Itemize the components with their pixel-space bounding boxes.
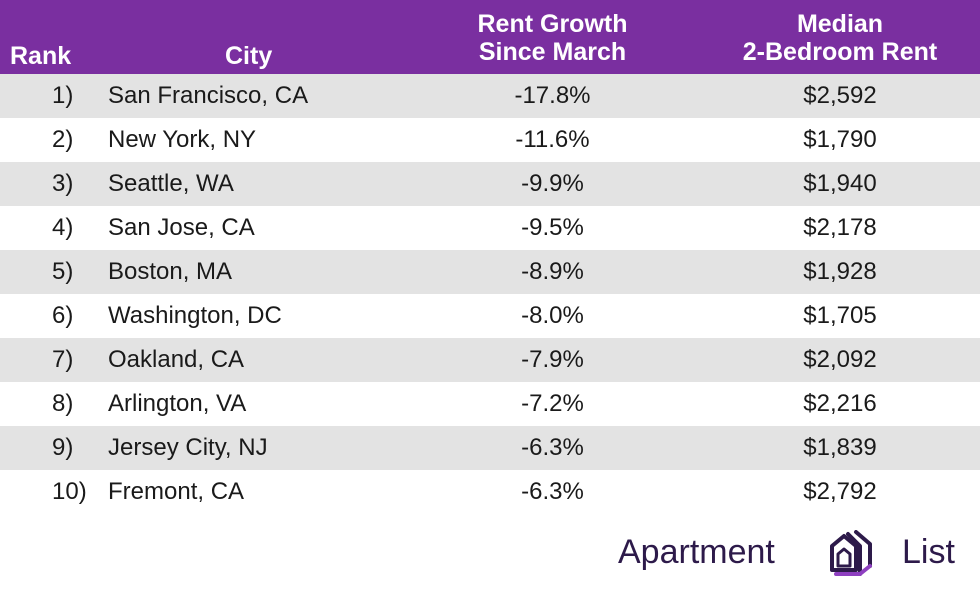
rank-cell: 1) (52, 82, 74, 109)
city-cell: San Jose, CA (108, 214, 255, 241)
table-row: 9) Jersey City, NJ -6.3% $1,839 (0, 426, 980, 470)
median-rent-cell: $2,792 (803, 478, 877, 505)
city-cell: Boston, MA (108, 258, 233, 285)
median-rent-cell: $2,216 (803, 390, 877, 417)
header-rent-growth-line2: Since March (478, 38, 627, 66)
rent-growth-cell: -17.8% (514, 82, 591, 109)
header-median-rent-line2: 2-Bedroom Rent (742, 38, 938, 66)
table-row: 10) Fremont, CA -6.3% $2,792 (0, 470, 980, 514)
median-rent-cell: $1,940 (803, 170, 877, 197)
rent-growth-cell: -9.9% (521, 170, 584, 197)
rank-cell: 7) (52, 346, 74, 373)
apartment-list-logo: Apartment List (618, 528, 968, 578)
median-rent-cell: $1,928 (803, 258, 877, 285)
logo-word-apartment: Apartment (618, 533, 775, 571)
rank-cell: 4) (52, 214, 74, 241)
table-row: 8) Arlington, VA -7.2% $2,216 (0, 382, 980, 426)
table-row: 4) San Jose, CA -9.5% $2,178 (0, 206, 980, 250)
city-cell: San Francisco, CA (108, 82, 309, 109)
median-rent-cell: $2,092 (803, 346, 877, 373)
median-rent-cell: $1,839 (803, 434, 877, 461)
logo-word-list: List (902, 533, 955, 571)
rent-growth-cell: -7.9% (521, 346, 584, 373)
median-rent-cell: $2,178 (803, 214, 877, 241)
header-rank: Rank (10, 42, 72, 70)
rank-cell: 2) (52, 126, 74, 153)
city-cell: Fremont, CA (108, 478, 245, 505)
apartment-list-logo-icon (830, 530, 872, 576)
rank-cell: 6) (52, 302, 74, 329)
rent-growth-cell: -9.5% (521, 214, 584, 241)
median-rent-cell: $2,592 (803, 82, 877, 109)
header-rent-growth: Rent Growth Since March (440, 10, 665, 66)
rank-cell: 8) (52, 390, 74, 417)
city-cell: Oakland, CA (108, 346, 245, 373)
rent-growth-cell: -11.6% (515, 126, 590, 153)
city-cell: Washington, DC (108, 302, 282, 329)
rent-growth-cell: -6.3% (521, 478, 584, 505)
city-cell: Jersey City, NJ (108, 434, 268, 461)
median-rent-cell: $1,790 (803, 126, 877, 153)
rank-cell: 10) (52, 478, 87, 505)
city-cell: New York, NY (108, 126, 257, 153)
header-median-rent-line1: Median (796, 10, 884, 38)
rent-growth-cell: -8.9% (521, 258, 584, 285)
header-city: City (225, 42, 273, 70)
table-row: 1) San Francisco, CA -17.8% $2,592 (0, 74, 980, 118)
rank-cell: 5) (52, 258, 74, 285)
table-row: 3) Seattle, WA -9.9% $1,940 (0, 162, 980, 206)
city-cell: Seattle, WA (108, 170, 234, 197)
header-median-rent: Median 2-Bedroom Rent (720, 10, 960, 66)
table-row: 2) New York, NY -11.6% $1,790 (0, 118, 980, 162)
rent-growth-cell: -7.2% (521, 390, 584, 417)
city-cell: Arlington, VA (108, 390, 247, 417)
rank-cell: 9) (52, 434, 74, 461)
table-header: Rank City Rent Growth Since March Median… (0, 0, 980, 74)
rank-cell: 3) (52, 170, 74, 197)
table-row: 6) Washington, DC -8.0% $1,705 (0, 294, 980, 338)
rent-growth-cell: -6.3% (521, 434, 584, 461)
header-rent-growth-line1: Rent Growth (477, 10, 628, 38)
rent-growth-cell: -8.0% (521, 302, 584, 329)
table-row: 7) Oakland, CA -7.9% $2,092 (0, 338, 980, 382)
table-row: 5) Boston, MA -8.9% $1,928 (0, 250, 980, 294)
median-rent-cell: $1,705 (803, 302, 877, 329)
